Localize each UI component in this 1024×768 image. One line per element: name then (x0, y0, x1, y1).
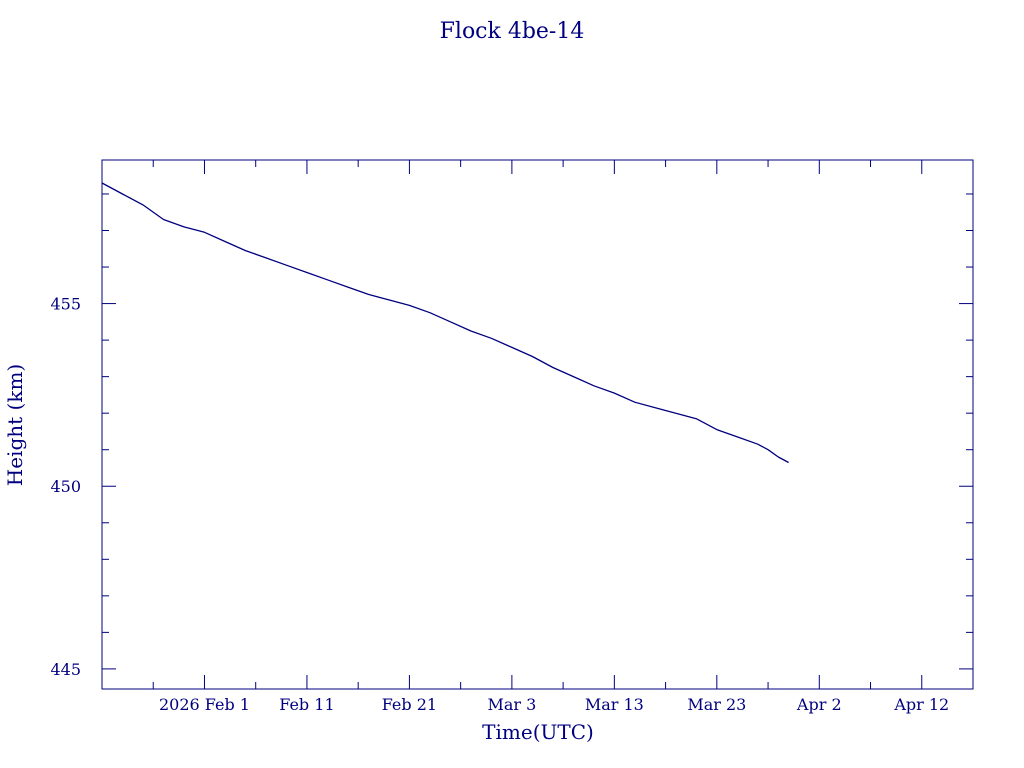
plot-frame (101, 159, 974, 690)
y-axis-tick-labels: 445 450 455 (50, 295, 81, 679)
x-tick-label: Mar 23 (687, 695, 746, 714)
x-tick-label: Apr 2 (796, 695, 842, 714)
x-tick-label: Feb 21 (382, 695, 437, 714)
x-tick-label: Mar 3 (487, 695, 536, 714)
x-tick-label: Apr 12 (893, 695, 949, 714)
x-tick-label: 2026 Feb 1 (159, 695, 250, 714)
y-tick-label: 450 (50, 477, 81, 496)
y-tick-label: 455 (50, 295, 81, 314)
y-axis-ticks (102, 193, 973, 670)
x-axis-ticks (152, 160, 923, 689)
x-tick-label: Mar 13 (585, 695, 644, 714)
x-axis-tick-labels: 2026 Feb 1 Feb 11 Feb 21 Mar 3 Mar 13 Mar 23 A… (159, 695, 949, 714)
series-line-height (101, 182, 789, 464)
x-tick-label: Feb 11 (279, 695, 334, 714)
y-axis-label: Height (km) (3, 364, 27, 486)
chart-title: Flock 4be-14 (440, 19, 585, 44)
x-axis-label: Time(UTC) (482, 720, 594, 744)
y-tick-label: 445 (50, 660, 81, 679)
